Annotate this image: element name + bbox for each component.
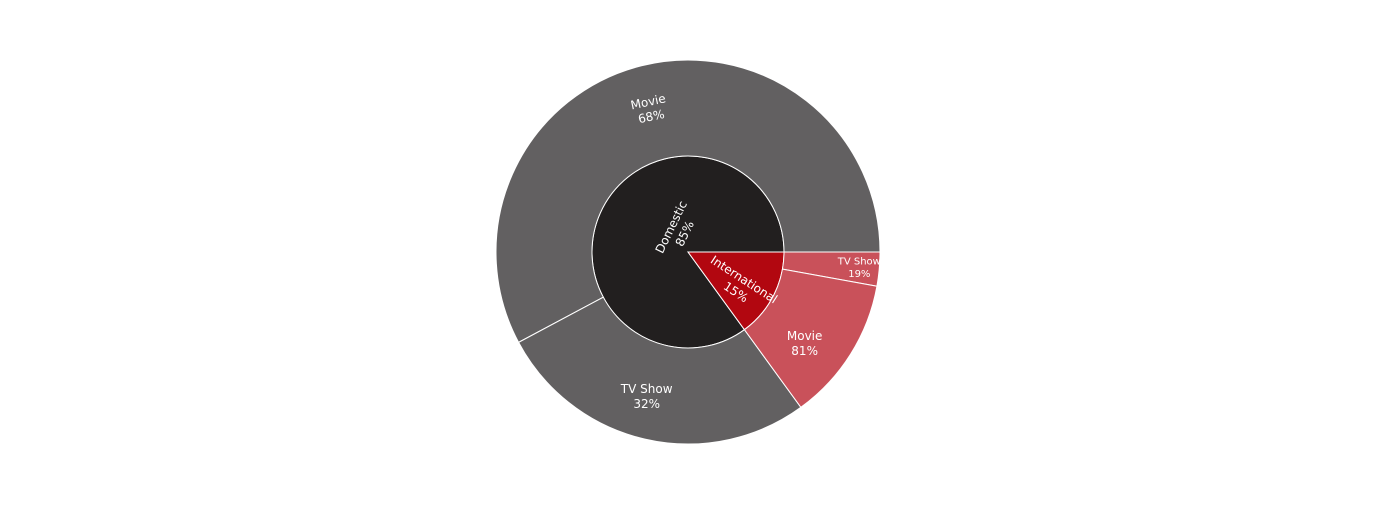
sunburst-slices <box>495 59 881 445</box>
label-international-movie: Movie 81% <box>787 329 823 358</box>
label-domestic-tv-show: TV Show 32% <box>620 382 673 411</box>
slice-domestic-movie[interactable] <box>495 59 881 344</box>
slice-domestic-tv-show[interactable] <box>517 296 802 445</box>
label-domestic-movie: Movie68% <box>629 91 670 127</box>
label-international-tv-show: TV Show 19% <box>837 257 881 281</box>
slice-international-movie[interactable] <box>743 268 878 409</box>
